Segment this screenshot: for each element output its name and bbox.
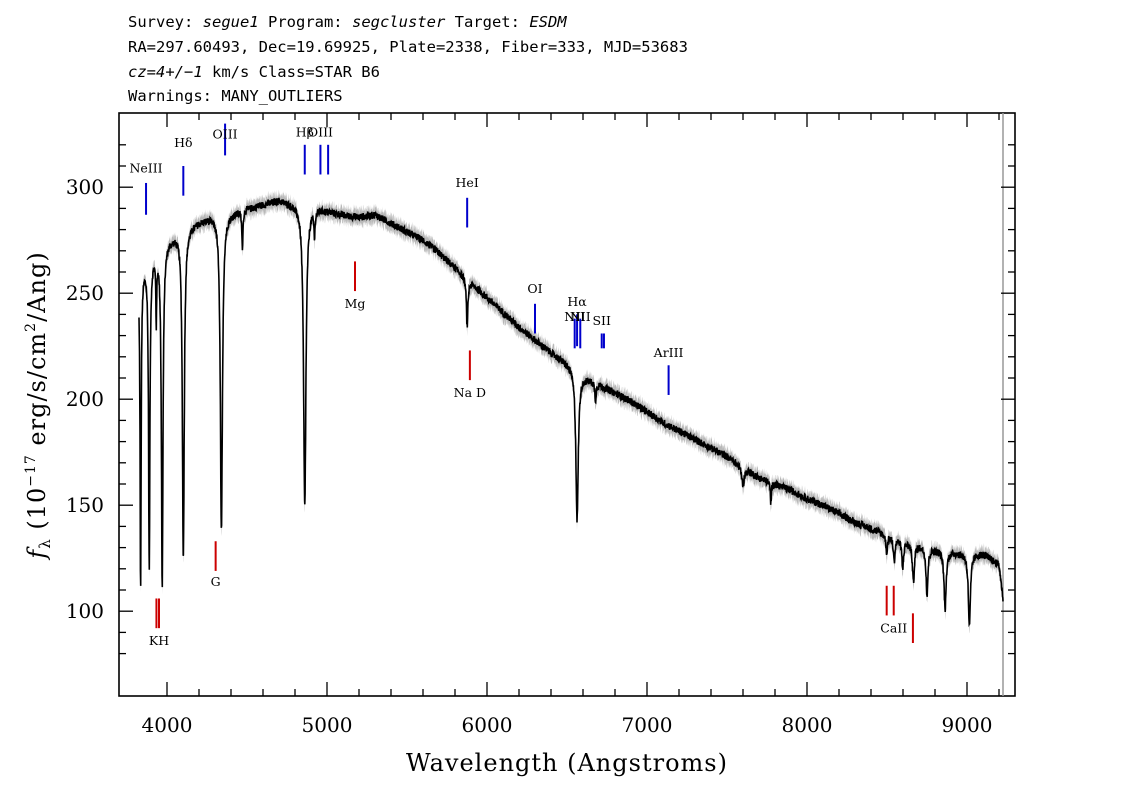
header-line-warnings: Warnings: MANY_OUTLIERS: [128, 87, 343, 105]
absorption-marker-label: Mg: [345, 296, 366, 311]
y-tick-label: 100: [66, 599, 104, 623]
y-tick-label: 150: [66, 493, 104, 517]
y-tick-label: 250: [66, 281, 104, 305]
x-axis-title: Wavelength (Angstroms): [406, 749, 728, 777]
axis-ticks: 4000 5000 6000 7000 8000 9000 100 150 200 250 300: [66, 113, 1015, 737]
header-line-coords: RA=297.60493, Dec=19.69925, Plate=2338, …: [128, 38, 688, 56]
flux-line: [138, 197, 1004, 628]
emission-marker-label: OIII: [308, 124, 333, 139]
x-tick-label: 7000: [622, 713, 673, 737]
absorption-marker-label: CaII: [880, 620, 907, 635]
emission-marker-label: Hα: [567, 294, 587, 309]
plot-frame: [118, 112, 1016, 697]
emission-marker-label: NII: [570, 309, 591, 324]
header-line-class: cz=4+/−1 km/s Class=STAR B6: [128, 63, 380, 81]
survey-value: segue1: [202, 13, 259, 31]
emission-marker-label: OI: [527, 281, 542, 296]
program-value: segcluster: [351, 13, 446, 31]
x-tick-label: 6000: [462, 713, 513, 737]
y-axis-title: fλ (10−17 erg/s/cm2/Ang): [23, 251, 54, 560]
x-tick-label: 4000: [142, 713, 193, 737]
absorption-marker-label: KH: [149, 633, 169, 648]
x-tick-label: 9000: [942, 713, 993, 737]
emission-marker-label: OIII: [213, 126, 238, 141]
absorption-marker-label: Na D: [454, 385, 486, 400]
header-line-survey: Survey: segue1 Program: segcluster Targe…: [128, 13, 567, 31]
emission-marker-label: ArIII: [653, 345, 684, 360]
target-value: ESDM: [529, 13, 567, 31]
absorption-marker-label: G: [211, 574, 221, 589]
x-tick-label: 5000: [302, 713, 353, 737]
error-band-path: [139, 189, 1003, 634]
emission-marker-label: HeI: [456, 175, 479, 190]
redshift-value: cz=4+/−1: [128, 63, 203, 81]
emission-marker-label: SII: [592, 313, 611, 328]
y-tick-label: 300: [66, 175, 104, 199]
emission-marker-label: Hδ: [174, 135, 192, 150]
emission-marker-label: Hβ: [296, 124, 314, 139]
error-band: [139, 189, 1003, 634]
emission-marker-label: NeIII: [129, 160, 162, 175]
x-tick-label: 8000: [782, 713, 833, 737]
flux-series: [138, 197, 1004, 628]
y-tick-label: 200: [66, 387, 104, 411]
